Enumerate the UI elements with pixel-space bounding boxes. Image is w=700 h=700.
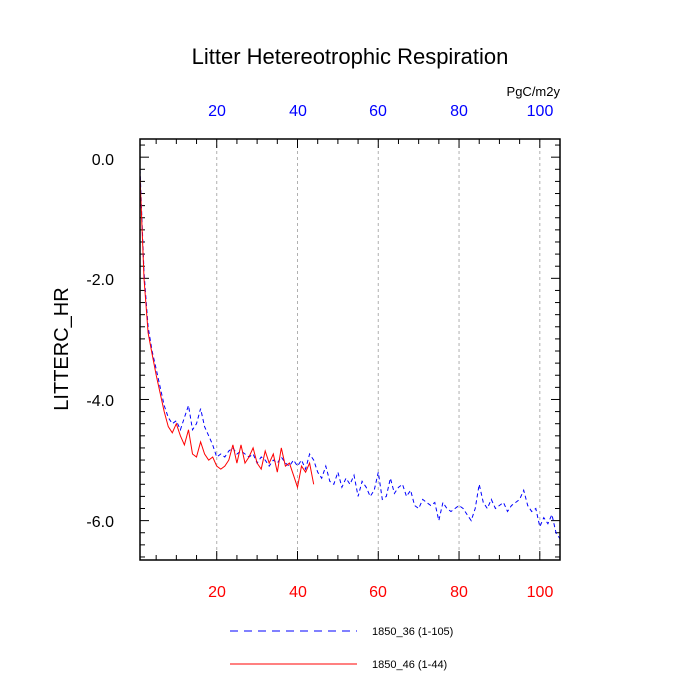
y-tick-label: -6.0 — [86, 514, 114, 531]
y-tick-label: -2.0 — [86, 272, 114, 289]
top-tick-label: 60 — [369, 103, 387, 120]
y-tick-labels: 0.0 -2.0 -4.0 -6.0 — [86, 152, 114, 531]
y-tick-label: 0.0 — [92, 152, 114, 169]
series-line-2 — [139, 175, 315, 490]
y-tick-label: -4.0 — [86, 393, 114, 410]
top-tick-label: 40 — [289, 103, 307, 120]
top-tick-label: 20 — [208, 103, 226, 120]
top-tick-label: 100 — [527, 103, 554, 120]
legend-label: 1850_46 (1-44) — [372, 659, 447, 671]
legend-label: 1850_36 (1-105) — [372, 626, 453, 638]
top-tick-label: 80 — [450, 103, 468, 120]
axis-ticks — [140, 139, 561, 560]
grid-lines — [216, 139, 541, 560]
plot-frame — [139, 138, 561, 561]
bottom-tick-labels: 20 40 60 80 100 — [208, 584, 553, 601]
series-line-1 — [139, 169, 561, 540]
bottom-tick-label: 80 — [450, 584, 468, 601]
bottom-tick-label: 100 — [527, 584, 554, 601]
bottom-tick-label: 20 — [208, 584, 226, 601]
bottom-tick-label: 40 — [289, 584, 307, 601]
y-axis-label: LITTERC_HR — [51, 287, 73, 410]
bottom-tick-label: 60 — [369, 584, 387, 601]
top-tick-labels: 20 40 60 80 100 — [208, 103, 553, 120]
series-lines — [139, 169, 561, 540]
units-label: PgC/m2y — [507, 84, 561, 99]
legend: 1850_36 (1-105) 1850_46 (1-44) — [230, 626, 453, 671]
chart-title: Litter Hetereotrophic Respiration — [192, 44, 509, 69]
